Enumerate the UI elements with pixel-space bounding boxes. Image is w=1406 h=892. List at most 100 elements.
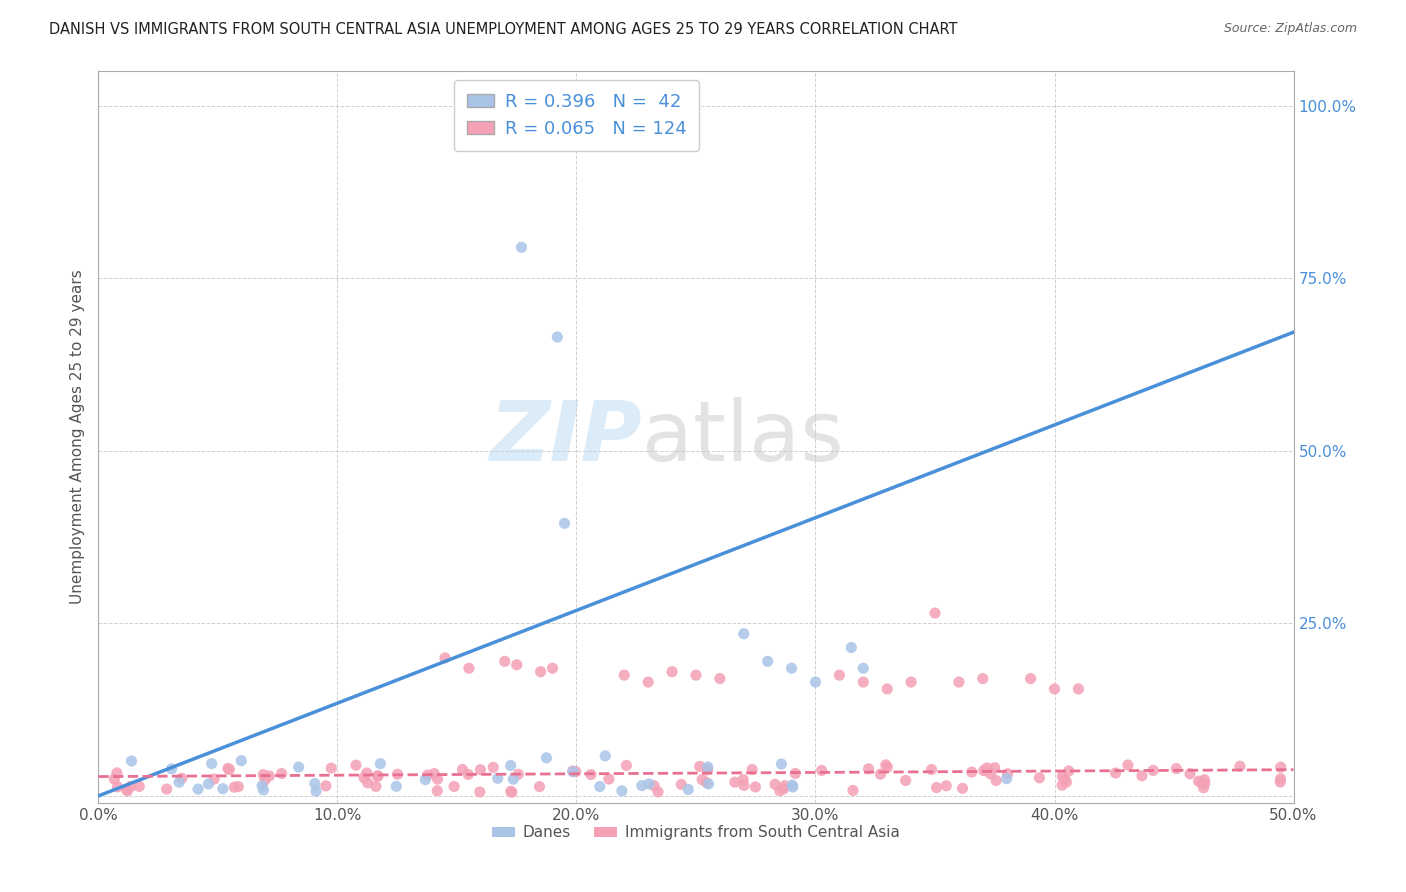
Point <box>167 775 190 789</box>
Point <box>995 772 1018 786</box>
Point <box>744 780 766 794</box>
Point <box>1270 772 1292 786</box>
Point <box>501 785 523 799</box>
Point <box>201 756 224 771</box>
Point <box>370 756 392 771</box>
Point <box>541 661 564 675</box>
Point <box>852 661 875 675</box>
Point <box>979 766 1001 780</box>
Point <box>925 780 948 795</box>
Point <box>828 668 851 682</box>
Point <box>785 766 807 780</box>
Point <box>367 769 389 783</box>
Point <box>468 785 491 799</box>
Point <box>610 784 633 798</box>
Point <box>1189 775 1212 789</box>
Point <box>842 783 865 797</box>
Point <box>773 779 796 793</box>
Text: atlas: atlas <box>643 397 844 477</box>
Point <box>451 763 474 777</box>
Point <box>782 780 804 794</box>
Point <box>564 764 586 779</box>
Point <box>1104 766 1126 780</box>
Point <box>426 772 449 786</box>
Point <box>1054 775 1077 789</box>
Point <box>972 672 994 686</box>
Point <box>364 780 387 794</box>
Point <box>772 781 794 796</box>
Point <box>876 760 898 774</box>
Point <box>187 782 209 797</box>
Point <box>224 780 246 794</box>
Point <box>367 769 389 783</box>
Point <box>120 780 142 794</box>
Point <box>952 781 974 796</box>
Point <box>115 782 138 797</box>
Point <box>160 762 183 776</box>
Point <box>554 516 576 531</box>
Point <box>510 240 533 254</box>
Point <box>733 779 755 793</box>
Point <box>1194 772 1216 787</box>
Point <box>647 785 669 799</box>
Point <box>344 758 367 772</box>
Point <box>536 751 558 765</box>
Point <box>733 626 755 640</box>
Point <box>630 779 652 793</box>
Point <box>858 762 880 776</box>
Point <box>499 784 522 798</box>
Point <box>685 668 707 682</box>
Point <box>983 761 1005 775</box>
Point <box>810 764 832 778</box>
Point <box>1053 772 1076 787</box>
Point <box>226 780 249 794</box>
Point <box>315 779 337 793</box>
Point <box>1028 771 1050 785</box>
Point <box>211 781 233 796</box>
Point <box>894 773 917 788</box>
Point <box>598 772 620 786</box>
Point <box>1166 762 1188 776</box>
Point <box>486 771 509 785</box>
Point <box>1052 769 1074 783</box>
Point <box>287 760 309 774</box>
Point <box>1229 759 1251 773</box>
Point <box>259 769 281 783</box>
Point <box>530 665 553 679</box>
Point <box>502 772 524 787</box>
Point <box>1057 764 1080 778</box>
Point <box>1116 758 1139 772</box>
Point <box>353 771 375 785</box>
Point <box>1050 778 1073 792</box>
Point <box>921 763 943 777</box>
Point <box>385 780 408 794</box>
Point <box>616 758 638 772</box>
Point <box>780 778 803 792</box>
Y-axis label: Unemployment Among Ages 25 to 29 years: Unemployment Among Ages 25 to 29 years <box>69 269 84 605</box>
Point <box>202 772 225 786</box>
Point <box>121 754 143 768</box>
Point <box>499 758 522 772</box>
Point <box>997 766 1019 780</box>
Point <box>724 775 747 789</box>
Point <box>117 784 139 798</box>
Point <box>387 767 409 781</box>
Point <box>869 767 891 781</box>
Point <box>458 661 481 675</box>
Point <box>470 763 492 777</box>
Point <box>1130 769 1153 783</box>
Point <box>546 330 568 344</box>
Point <box>1067 681 1090 696</box>
Point <box>770 757 793 772</box>
Point <box>697 777 720 791</box>
Point <box>690 772 713 787</box>
Point <box>434 651 457 665</box>
Point <box>270 766 292 780</box>
Point <box>900 675 922 690</box>
Point <box>671 777 693 791</box>
Point <box>696 763 718 777</box>
Point <box>128 780 150 794</box>
Text: DANISH VS IMMIGRANTS FROM SOUTH CENTRAL ASIA UNEMPLOYMENT AMONG AGES 25 TO 29 YE: DANISH VS IMMIGRANTS FROM SOUTH CENTRAL … <box>49 22 957 37</box>
Text: ZIP: ZIP <box>489 397 643 477</box>
Point <box>613 668 636 682</box>
